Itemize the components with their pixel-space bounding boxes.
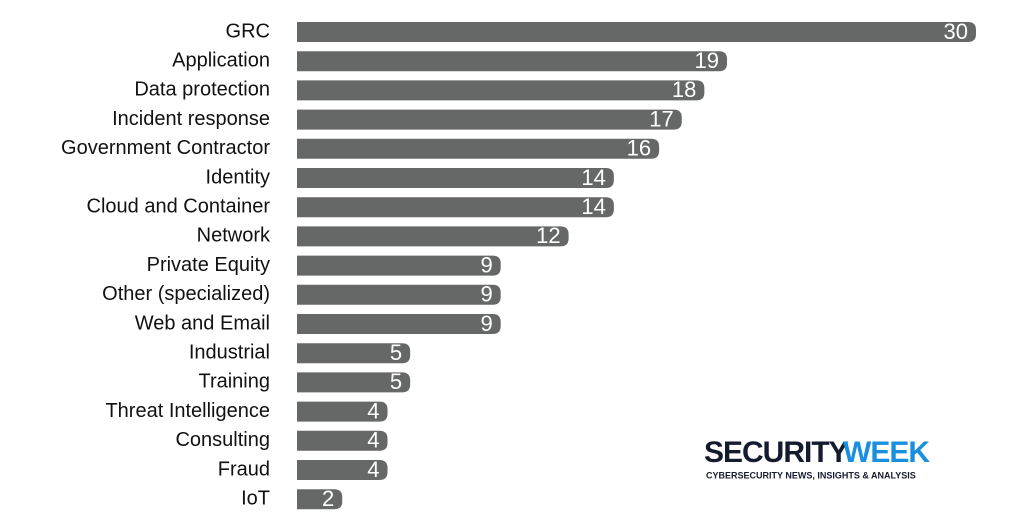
category-label: Consulting	[175, 429, 270, 451]
bar	[297, 51, 728, 72]
value-label: 9	[480, 252, 492, 277]
category-label: Incident response	[112, 108, 270, 130]
bar	[297, 168, 614, 188]
category-label: Industrial	[189, 341, 270, 363]
category-label: Identity	[206, 166, 270, 188]
bar	[297, 489, 343, 510]
bar	[297, 343, 411, 364]
logo: SECURITY WEEK CYBERSECURITY NEWS, INSIGH…	[704, 436, 931, 480]
value-label: 17	[649, 106, 673, 131]
category-label: Government Contractor	[61, 137, 270, 159]
category-label: Web and Email	[135, 312, 270, 334]
bar	[297, 430, 388, 451]
category-label: Training	[198, 371, 270, 393]
bar	[297, 314, 501, 334]
bar	[297, 255, 501, 276]
value-label: 5	[390, 340, 402, 365]
bar	[297, 80, 705, 101]
bar	[297, 460, 388, 480]
category-label: Threat Intelligence	[105, 400, 270, 422]
logo-tagline: CYBERSECURITY NEWS, INSIGHTS & ANALYSIS	[706, 470, 916, 480]
bar	[297, 226, 569, 247]
value-label: 4	[367, 398, 379, 423]
value-label: 18	[672, 77, 696, 102]
category-label: GRC	[226, 20, 270, 42]
bar	[297, 138, 660, 159]
value-label: 9	[480, 282, 492, 307]
bar	[297, 22, 976, 42]
category-label: Other (specialized)	[102, 283, 270, 305]
value-label: 4	[367, 457, 379, 482]
category-label: Private Equity	[147, 254, 270, 276]
value-label: 16	[627, 136, 651, 161]
category-label: Application	[172, 49, 270, 71]
logo-primary: SECURITY	[704, 436, 849, 469]
category-label: Cloud and Container	[87, 195, 271, 217]
category-label: Fraud	[218, 458, 270, 480]
value-label: 12	[536, 223, 560, 248]
category-label: Data protection	[134, 79, 270, 101]
value-label: 5	[390, 369, 402, 394]
category-label: IoT	[241, 487, 270, 509]
category-label: Network	[197, 225, 271, 247]
bar	[297, 401, 388, 422]
bar	[297, 109, 682, 130]
bar	[297, 372, 411, 393]
bar	[297, 284, 501, 305]
value-label: 14	[581, 194, 605, 219]
logo-accent: WEEK	[843, 436, 930, 469]
value-label: 4	[367, 428, 379, 453]
value-label: 14	[581, 165, 605, 190]
value-label: 9	[480, 311, 492, 336]
bar	[297, 197, 614, 218]
value-label: 2	[322, 486, 334, 511]
value-label: 19	[695, 48, 719, 73]
value-label: 30	[944, 19, 968, 44]
